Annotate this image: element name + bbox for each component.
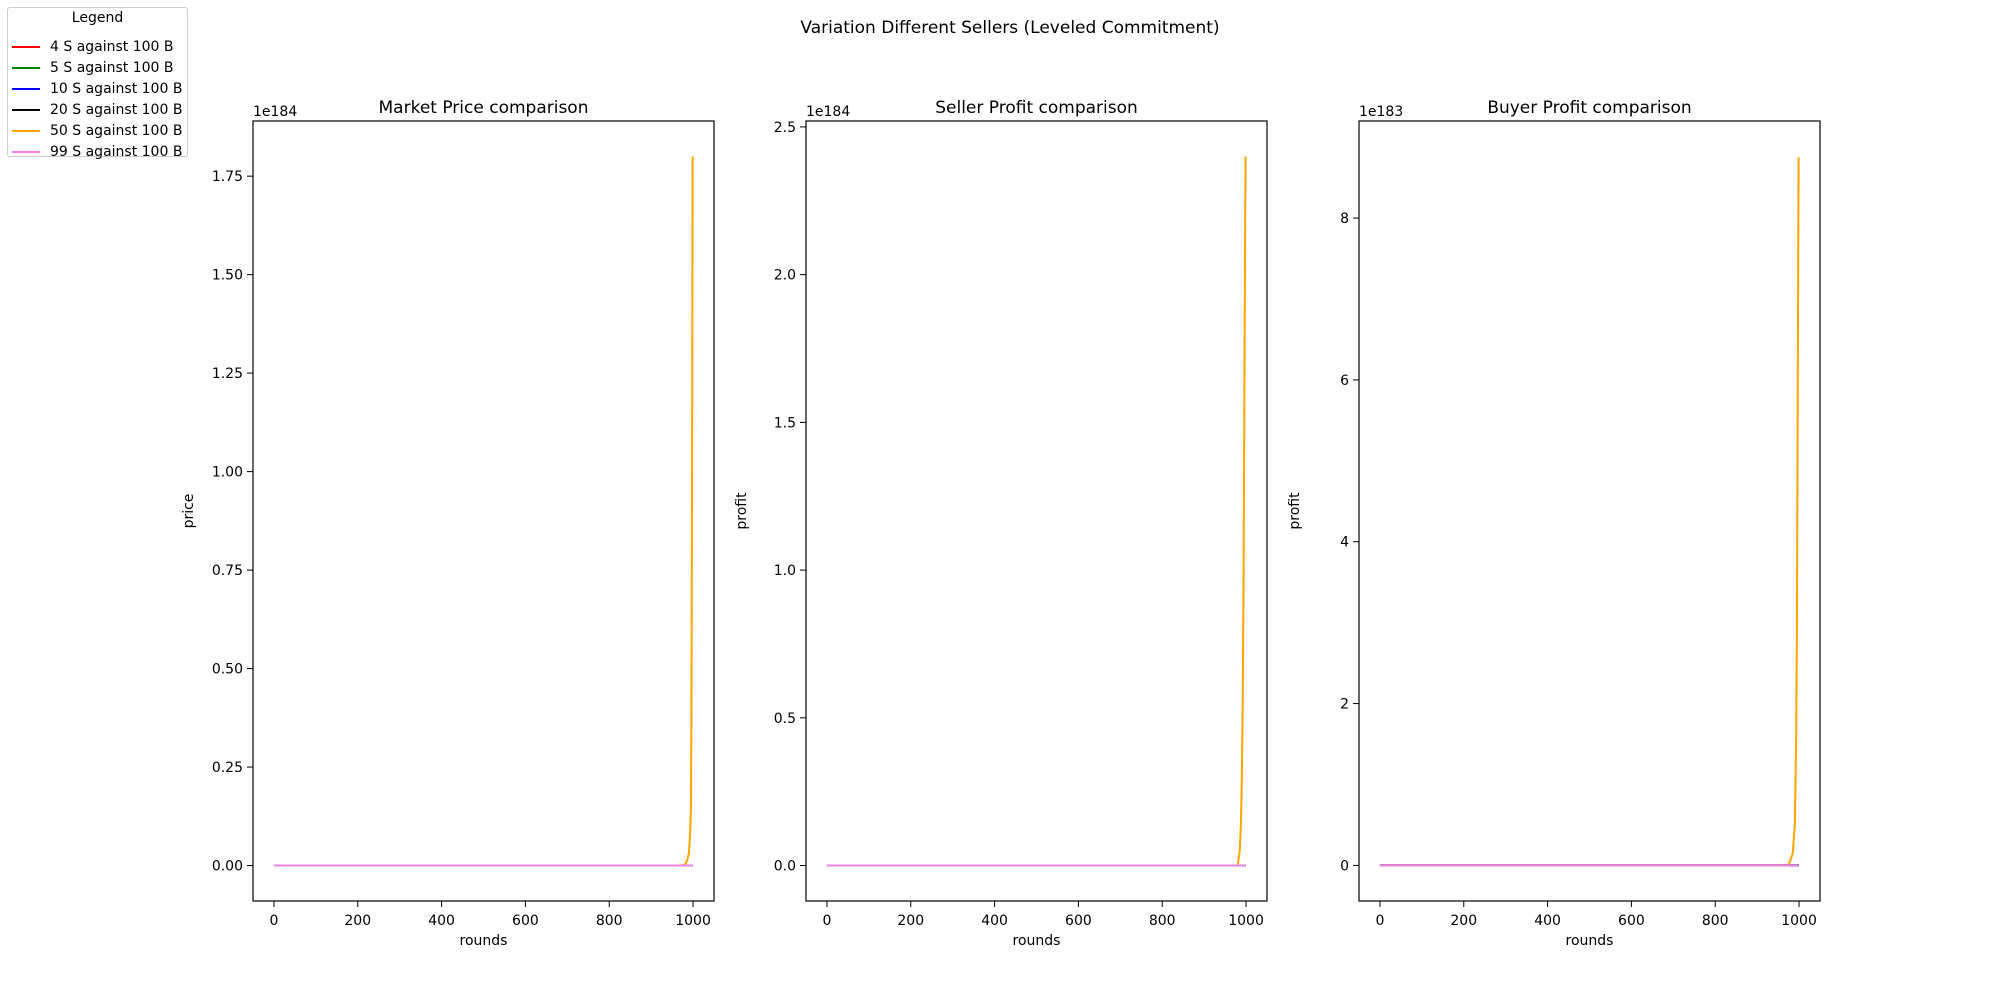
y-tick-label: 1.75 xyxy=(212,169,243,185)
legend-entry: 99 S against 100 B xyxy=(12,142,182,162)
offset-text: 1e184 xyxy=(253,104,297,120)
x-tick-label: 400 xyxy=(981,913,1008,929)
y-tick-label: 1.5 xyxy=(774,415,796,431)
y-tick-label: 0.75 xyxy=(212,563,243,579)
figure-title: Variation Different Sellers (Leveled Com… xyxy=(800,18,1219,38)
y-tick-label: 1.25 xyxy=(212,366,243,382)
x-tick-label: 800 xyxy=(1702,913,1729,929)
y-tick-label: 0.00 xyxy=(212,859,243,875)
y-tick-label: 0.0 xyxy=(774,859,796,875)
y-tick-label: 1.00 xyxy=(212,465,243,481)
x-axis-label: rounds xyxy=(460,933,508,949)
x-axis-label: rounds xyxy=(1566,933,1614,949)
series-line xyxy=(273,156,694,867)
legend-entry: 10 S against 100 B xyxy=(12,79,182,99)
y-tick-label: 2 xyxy=(1340,697,1349,713)
x-tick-label: 600 xyxy=(1065,913,1092,929)
offset-text: 1e184 xyxy=(806,104,850,120)
legend-label: 20 S against 100 B xyxy=(50,102,183,118)
legend-label: 99 S against 100 B xyxy=(50,144,183,160)
legend-swatch xyxy=(12,67,40,69)
axes-frame xyxy=(1358,120,1821,902)
chart-title: Market Price comparison xyxy=(379,98,589,118)
x-tick-label: 200 xyxy=(344,913,371,929)
legend-swatch xyxy=(12,130,40,132)
x-tick-label: 0 xyxy=(269,913,278,929)
axes-frame xyxy=(805,120,1268,902)
y-tick-label: 4 xyxy=(1340,535,1349,551)
legend-entry: 50 S against 100 B xyxy=(12,121,182,141)
y-tick-label: 1.0 xyxy=(774,563,796,579)
x-tick-label: 0 xyxy=(822,913,831,929)
x-tick-label: 200 xyxy=(897,913,924,929)
legend-swatch xyxy=(12,109,40,111)
series-line xyxy=(826,156,1247,867)
x-axis-label: rounds xyxy=(1013,933,1061,949)
y-tick-label: 0 xyxy=(1340,858,1349,874)
axes-frame xyxy=(252,120,715,902)
x-tick-label: 1000 xyxy=(1228,913,1264,929)
x-tick-label: 800 xyxy=(1149,913,1176,929)
x-tick-label: 1000 xyxy=(1781,913,1817,929)
x-tick-label: 0 xyxy=(1375,913,1384,929)
y-tick-label: 8 xyxy=(1340,211,1349,227)
chart-title: Buyer Profit comparison xyxy=(1487,98,1691,118)
legend-entry: 4 S against 100 B xyxy=(12,37,174,57)
legend-label: 4 S against 100 B xyxy=(50,39,174,55)
x-tick-label: 400 xyxy=(1534,913,1561,929)
chart-title: Seller Profit comparison xyxy=(935,98,1138,118)
legend-label: 50 S against 100 B xyxy=(50,123,183,139)
y-axis-label: profit xyxy=(1287,492,1303,530)
y-axis-label: price xyxy=(181,494,197,529)
x-tick-label: 400 xyxy=(428,913,455,929)
y-axis-label: profit xyxy=(734,492,750,530)
x-tick-label: 200 xyxy=(1450,913,1477,929)
y-tick-label: 2.5 xyxy=(774,120,796,136)
x-tick-label: 800 xyxy=(596,913,623,929)
legend-label: 5 S against 100 B xyxy=(50,60,174,76)
y-tick-label: 0.25 xyxy=(212,760,243,776)
legend-label: 10 S against 100 B xyxy=(50,81,183,97)
y-tick-label: 0.5 xyxy=(774,711,796,727)
x-tick-label: 600 xyxy=(512,913,539,929)
legend: Legend 4 S against 100 B 5 S against 100… xyxy=(7,7,188,160)
x-tick-label: 1000 xyxy=(675,913,711,929)
legend-swatch xyxy=(12,88,40,90)
series-line xyxy=(1379,157,1800,867)
x-tick-label: 600 xyxy=(1618,913,1645,929)
y-tick-label: 2.0 xyxy=(774,268,796,284)
offset-text: 1e183 xyxy=(1359,104,1403,120)
legend-swatch xyxy=(12,46,40,48)
legend-swatch xyxy=(12,151,40,153)
legend-title: Legend xyxy=(71,10,124,26)
y-tick-label: 6 xyxy=(1340,373,1349,389)
legend-entry: 5 S against 100 B xyxy=(12,58,174,78)
y-tick-label: 1.50 xyxy=(212,268,243,284)
legend-entry: 20 S against 100 B xyxy=(12,100,182,120)
y-tick-label: 0.50 xyxy=(212,662,243,678)
